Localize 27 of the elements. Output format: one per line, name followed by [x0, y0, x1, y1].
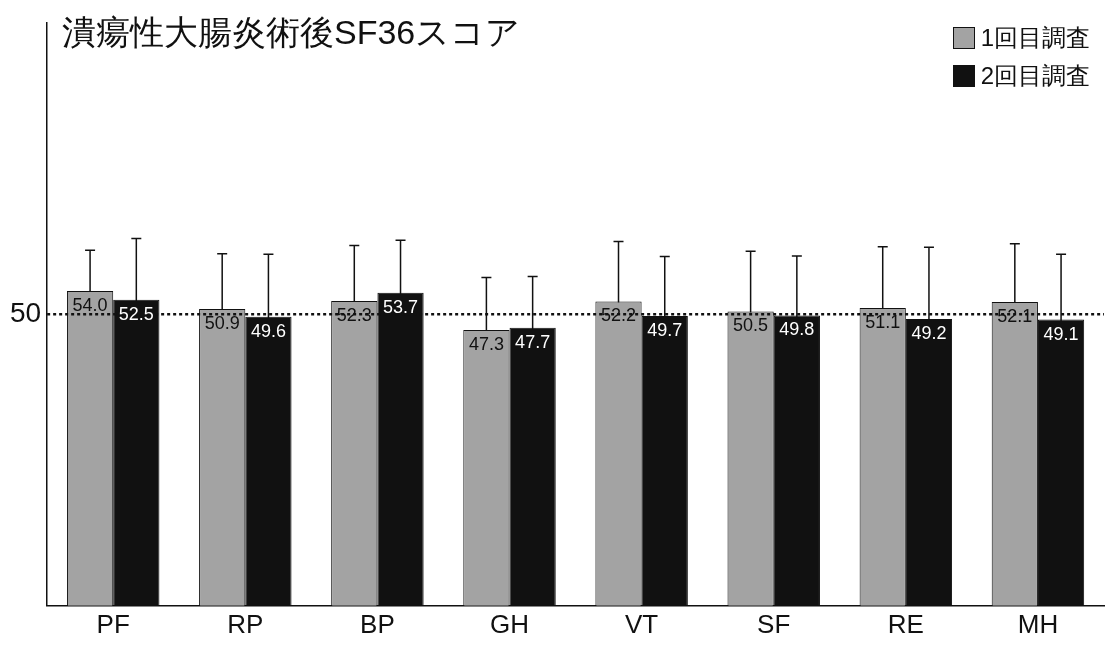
- data-label: 47.3: [468, 334, 504, 355]
- data-label: 50.9: [204, 313, 240, 334]
- x-tick-label: GH: [490, 608, 530, 639]
- data-label: 49.7: [647, 320, 683, 341]
- data-label: 52.3: [336, 304, 372, 325]
- legend-label: 2回目調査: [980, 61, 1090, 91]
- chart-title: 潰瘍性大腸炎術後SF36スコア: [62, 12, 521, 53]
- data-label: 49.6: [250, 320, 286, 341]
- x-tick-label: SF: [757, 608, 791, 639]
- data-label: 51.1: [865, 311, 901, 332]
- data-label: 50.5: [733, 315, 769, 336]
- x-tick-label: RP: [227, 608, 264, 639]
- data-label: 52.2: [600, 305, 637, 326]
- x-tick-label: MH: [1017, 608, 1059, 639]
- data-label: 49.1: [1043, 323, 1079, 344]
- legend-label: 1回目調査: [980, 23, 1090, 53]
- data-label: 54.0: [72, 294, 108, 315]
- y-tick-label: 50: [9, 297, 42, 329]
- data-label: 47.7: [515, 331, 551, 352]
- data-label: 49.2: [911, 322, 947, 343]
- data-label: 53.7: [383, 296, 419, 317]
- x-tick-label: PF: [96, 608, 130, 639]
- x-tick-label: RE: [887, 608, 924, 639]
- data-label: 49.8: [779, 319, 815, 340]
- x-tick-label: BP: [360, 608, 395, 639]
- data-label: 52.5: [118, 303, 154, 324]
- x-tick-label: VT: [625, 608, 659, 639]
